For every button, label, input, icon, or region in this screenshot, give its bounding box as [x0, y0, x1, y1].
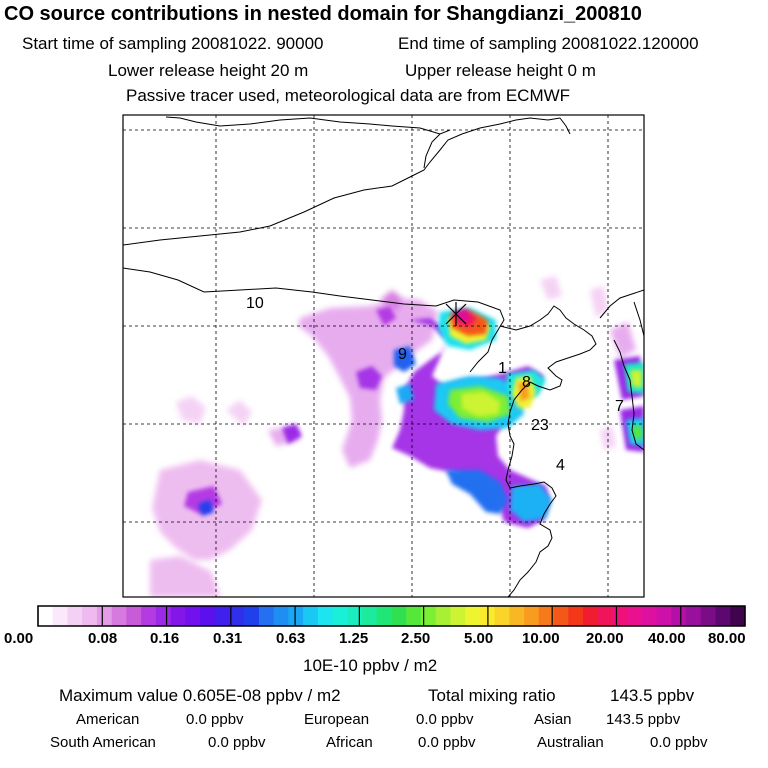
- region-value-asian: 143.5 ppbv: [606, 711, 681, 728]
- colorbar-tick-8: 10.00: [522, 630, 560, 647]
- region-value-african: 0.0 ppbv: [418, 734, 476, 751]
- lat-lon-grid: [123, 115, 644, 597]
- colorbar-swatch: [111, 606, 127, 626]
- colorbar-tick-9: 20.00: [586, 630, 624, 647]
- colorbar-swatch: [582, 606, 599, 626]
- region-name-american: American: [76, 711, 140, 728]
- colorbar-swatch: [406, 606, 422, 626]
- colorbar-swatch: [317, 606, 334, 626]
- colorbar-tick-0: 0.00: [4, 630, 34, 647]
- colorbar-swatch: [185, 606, 201, 626]
- colorbar-swatch: [52, 606, 68, 626]
- colorbar-units: 10E-10 ppbv / m2: [303, 656, 438, 675]
- colorbar-swatch: [686, 606, 702, 626]
- colorbar-swatch: [288, 606, 304, 626]
- colorbar-swatch: [67, 606, 83, 626]
- colorbar-tick-2: 0.16: [150, 630, 180, 647]
- colorbar-swatch: [82, 606, 98, 626]
- colorbar-frame: [37, 605, 746, 627]
- colorbar-swatch: [200, 606, 216, 626]
- point-label-9: 9: [398, 346, 407, 363]
- colorbar-swatch: [524, 606, 540, 626]
- colorbar-tick-4: 0.63: [276, 630, 306, 647]
- colorbar-tick-10: 40.00: [648, 630, 686, 647]
- region-value-australian: 0.0 ppbv: [650, 734, 708, 751]
- colorbar-swatch: [465, 606, 481, 626]
- colorbar-swatch: [538, 606, 555, 626]
- map-frame: [122, 114, 645, 598]
- colorbar-swatch: [627, 606, 643, 626]
- total-mixing-ratio-value: 143.5 ppbv: [610, 686, 695, 705]
- point-label-7: 7: [615, 398, 624, 415]
- colorbar-swatch: [420, 606, 437, 626]
- coastline: [123, 116, 644, 597]
- region-name-asian: Asian: [534, 711, 572, 728]
- colorbar-swatch: [656, 606, 672, 626]
- colorbar-swatch: [38, 606, 54, 626]
- point-label-8: 8: [522, 374, 531, 391]
- colorbar-swatch: [494, 606, 510, 626]
- colorbar-swatch: [362, 606, 378, 626]
- upper-release-height-label: Upper release height 0 m: [405, 61, 596, 80]
- colorbar-swatch: [435, 606, 451, 626]
- colorbar-swatch: [700, 606, 717, 626]
- region-value-south-american: 0.0 ppbv: [208, 734, 266, 751]
- colorbar-swatch: [671, 606, 687, 626]
- colorbar-tick-1: 0.08: [88, 630, 118, 647]
- region-value-american: 0.0 ppbv: [186, 711, 244, 728]
- region-name-australian: Australian: [537, 734, 604, 751]
- colorbar-swatch: [509, 606, 525, 626]
- colorbar-swatch: [730, 606, 746, 626]
- lower-release-height-label: Lower release height 20 m: [108, 61, 309, 80]
- colorbar-swatch: [229, 606, 245, 626]
- colorbar-swatch: [126, 606, 142, 626]
- colorbar-swatch: [273, 606, 289, 626]
- end-time-label: End time of sampling 20081022.120000: [398, 34, 699, 53]
- colorbar-swatch: [641, 606, 658, 626]
- region-name-south-american: South American: [50, 734, 156, 751]
- colorbar-swatch: [214, 606, 230, 626]
- colorbar-swatch: [612, 606, 628, 626]
- colorbar-tick-6: 2.50: [401, 630, 431, 647]
- colorbar-tick-3: 0.31: [213, 630, 243, 647]
- release-site-marker: [445, 302, 467, 326]
- total-mixing-ratio-label: Total mixing ratio: [428, 686, 556, 705]
- region-value-european: 0.0 ppbv: [416, 711, 474, 728]
- colorbar-swatch: [258, 606, 275, 626]
- point-label-4: 4: [556, 457, 565, 474]
- colorbar-swatch: [244, 606, 260, 626]
- colorbar: [37, 605, 746, 627]
- point-label-10: 10: [246, 295, 264, 312]
- point-label-1: 1: [498, 360, 507, 377]
- region-name-african: African: [326, 734, 373, 751]
- colorbar-tick-7: 5.00: [464, 630, 494, 647]
- colorbar-swatch: [391, 606, 407, 626]
- max-value-label: Maximum value 0.605E-08 ppbv / m2: [59, 686, 341, 705]
- colorbar-swatch: [303, 606, 319, 626]
- colorbar-swatch: [96, 606, 113, 626]
- region-name-european: European: [304, 711, 370, 728]
- colorbar-swatch: [715, 606, 731, 626]
- colorbar-swatch: [141, 606, 157, 626]
- tracer-note: Passive tracer used, meteorological data…: [126, 86, 571, 105]
- colorbar-tick-11: 80.00: [708, 630, 746, 647]
- colorbar-swatch: [332, 606, 348, 626]
- concentration-field: [123, 115, 644, 597]
- colorbar-tick-5: 1.25: [339, 630, 369, 647]
- colorbar-swatch: [347, 606, 363, 626]
- colorbar-swatch: [553, 606, 569, 626]
- point-label-23: 23: [531, 417, 549, 434]
- start-time-label: Start time of sampling 20081022. 90000: [22, 34, 324, 53]
- colorbar-swatch: [568, 606, 584, 626]
- map-title: CO source contributions in nested domain…: [4, 3, 642, 25]
- colorbar-swatch: [376, 606, 392, 626]
- colorbar-swatch: [155, 606, 172, 626]
- colorbar-swatch: [597, 606, 613, 626]
- colorbar-swatch: [450, 606, 466, 626]
- colorbar-swatch: [170, 606, 186, 626]
